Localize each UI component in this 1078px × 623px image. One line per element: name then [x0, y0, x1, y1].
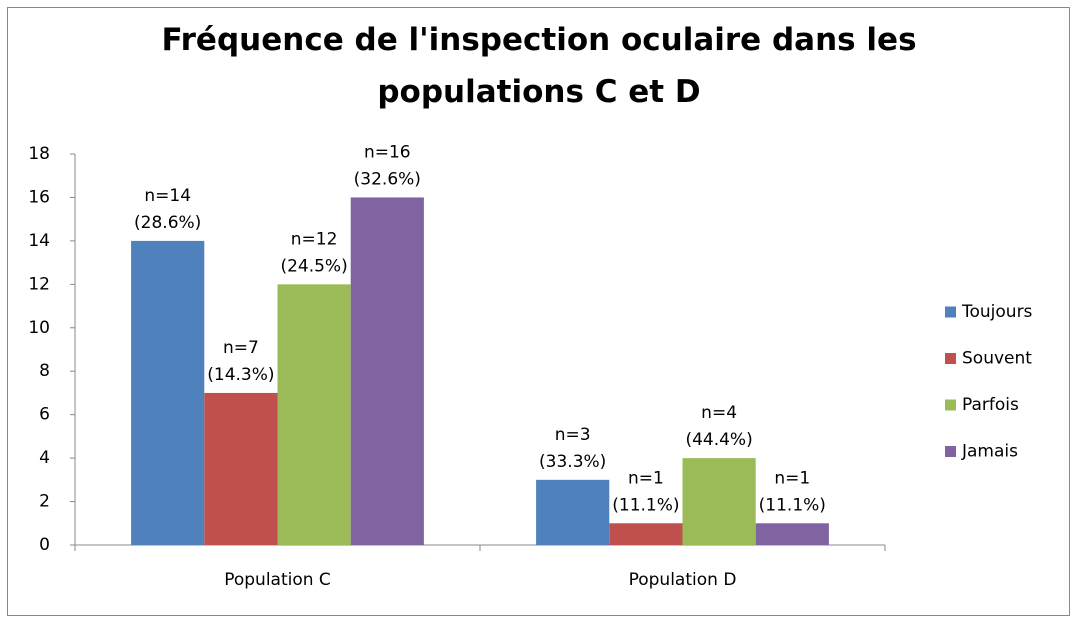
legend-label: Souvent: [962, 349, 1032, 369]
y-tick-label: 14: [28, 231, 50, 251]
data-label: n=1: [774, 468, 810, 488]
bar: [682, 458, 756, 545]
data-label: (24.5%): [280, 256, 347, 276]
bar: [609, 523, 683, 545]
data-label: (11.1%): [612, 495, 679, 515]
data-label: n=14: [144, 186, 191, 206]
y-tick-label: 8: [39, 361, 50, 381]
data-label: n=16: [364, 142, 411, 162]
legend-swatch: [945, 399, 956, 411]
data-label: n=3: [555, 425, 591, 445]
x-tick-label: Population D: [629, 570, 737, 590]
bar: [277, 284, 351, 545]
bar: [131, 240, 205, 545]
data-label: (28.6%): [134, 213, 201, 233]
data-label: n=4: [701, 403, 737, 423]
x-tick-label: Population C: [224, 570, 331, 590]
legend-swatch: [945, 446, 956, 457]
legend-label: Toujours: [961, 302, 1033, 322]
legend-label: Jamais: [961, 442, 1018, 462]
data-label: (11.1%): [759, 495, 826, 515]
data-label: (14.3%): [207, 365, 274, 385]
data-label: n=7: [223, 338, 259, 358]
bar: [204, 392, 278, 545]
bar: [350, 197, 424, 545]
y-tick-label: 2: [39, 492, 50, 512]
y-tick-label: 10: [28, 318, 50, 338]
data-label: (44.4%): [685, 430, 752, 450]
data-label: n=12: [291, 229, 338, 249]
legend-label: Parfois: [962, 395, 1019, 415]
y-tick-label: 0: [39, 535, 50, 555]
legend-swatch: [945, 353, 956, 364]
bar: [755, 523, 829, 545]
data-label: n=1: [628, 468, 664, 488]
bar: [536, 479, 610, 545]
data-label: (32.6%): [354, 169, 421, 189]
y-tick-label: 4: [39, 448, 50, 468]
y-tick-label: 18: [28, 144, 50, 164]
y-tick-label: 12: [28, 274, 50, 294]
chart-title: Fréquence de l'inspection oculaire dans …: [161, 22, 917, 110]
data-label: (33.3%): [539, 452, 606, 472]
y-tick-label: 16: [28, 187, 50, 207]
y-tick-label: 6: [39, 405, 50, 425]
legend-swatch: [945, 306, 956, 318]
